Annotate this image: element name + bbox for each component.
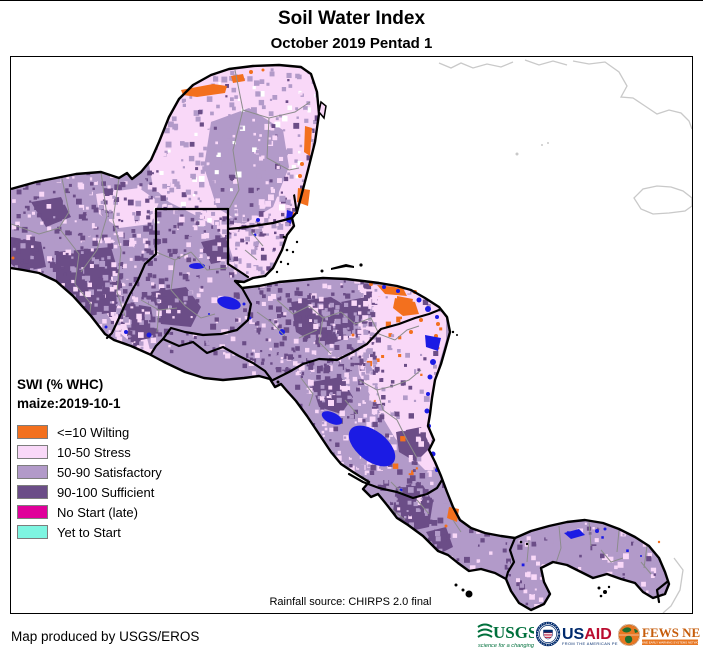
- fewsnet-tagline: FAMINE EARLY WARNING SYSTEMS NETWORK: [637, 640, 700, 644]
- foreign-coastlines: [438, 59, 692, 613]
- legend-item-suf: 90-100 Sufficient: [17, 482, 162, 502]
- coastline: [11, 63, 671, 612]
- fewsnet-globe-icon: [618, 624, 640, 646]
- legend-item-sat: 50-90 Satisfactory: [17, 462, 162, 482]
- legend-item-stress: 10-50 Stress: [17, 442, 162, 462]
- legend-item-wilting: <=10 Wilting: [17, 422, 162, 442]
- usaid-tagline: FROM THE AMERICAN PEOPLE: [562, 641, 618, 646]
- legend-label-stress: 10-50 Stress: [57, 444, 131, 460]
- legend-item-yet: Yet to Start: [17, 522, 162, 542]
- fewsnet-bar: [642, 639, 698, 645]
- map-canvas: [11, 57, 692, 613]
- legend-label-suf: 90-100 Sufficient: [57, 484, 155, 500]
- legend-subtitle: maize:2019-10-1: [17, 396, 121, 411]
- legend-label-wilting: <=10 Wilting: [57, 424, 130, 440]
- legend-item-nostart: No Start (late): [17, 502, 162, 522]
- usaid-logo-text: USAID: [562, 626, 612, 643]
- legend-title: SWI (% WHC): [17, 377, 104, 392]
- legend-swatch-yet: [17, 525, 48, 539]
- usgs-logo: USGS science for a changing world: [477, 623, 534, 649]
- admin-boundaries: [11, 69, 652, 589]
- legend-label-nostart: No Start (late): [57, 504, 138, 520]
- page-title: Soil Water Index: [277, 8, 426, 29]
- legend-swatch-sat: [17, 465, 48, 479]
- usgs-logo-text: USGS: [493, 623, 534, 642]
- legend: SWI (% WHC) maize:2019-10-1 <=10 Wilting…: [17, 377, 162, 542]
- usgs-tagline: science for a changing world: [478, 643, 534, 649]
- country-borders: [105, 207, 669, 604]
- rainfall-source-note: Rainfall source: CHIRPS 2.0 final: [269, 596, 432, 608]
- fewsnet-logo-text: FEWS NET: [642, 625, 700, 640]
- legend-swatch-nostart: [17, 505, 48, 519]
- credit-text: Map produced by USGS/EROS: [11, 629, 200, 644]
- islands: [318, 100, 327, 120]
- map-frame: [10, 56, 693, 614]
- legend-label-sat: 50-90 Satisfactory: [57, 464, 162, 480]
- legend-label-yet: Yet to Start: [57, 524, 121, 540]
- fewsnet-logo: FEWS NET FAMINE EARLY WARNING SYSTEMS NE…: [618, 624, 700, 646]
- wilting-patches: [11, 68, 661, 544]
- cayman-islands: [515, 142, 549, 156]
- usaid-seal-icon: [536, 621, 561, 647]
- legend-swatch-stress: [17, 445, 48, 459]
- legend-swatch-wilting: [17, 425, 48, 439]
- page-subtitle: October 2019 Pentad 1: [270, 35, 433, 52]
- legend-rows: <=10 Wilting 10-50 Stress 50-90 Satisfacto…: [17, 422, 162, 542]
- raster-speckle: [11, 68, 669, 610]
- lakes: [104, 210, 642, 557]
- usaid-logo: USAID FROM THE AMERICAN PEOPLE: [536, 621, 618, 647]
- usgs-wave-icon: [477, 623, 493, 638]
- small-cays: [275, 194, 611, 598]
- legend-swatch-suf: [17, 485, 48, 499]
